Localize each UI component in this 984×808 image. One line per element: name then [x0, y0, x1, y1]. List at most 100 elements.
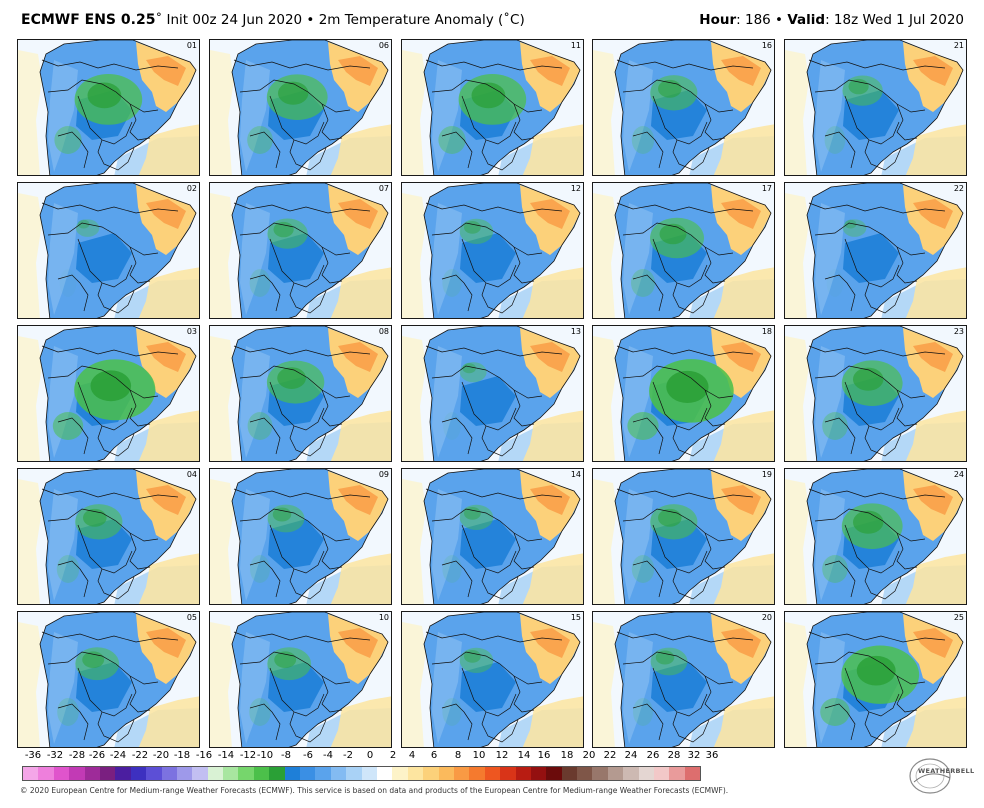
colorbar-swatch	[53, 767, 70, 780]
country-border	[249, 703, 281, 741]
country-border	[824, 703, 856, 741]
cold-anomaly-center	[856, 655, 896, 686]
member-number: 06	[378, 41, 389, 50]
cold-anomaly-center	[273, 221, 294, 238]
ensemble-member-panel: 21	[784, 39, 967, 176]
colorbar-swatch	[192, 767, 208, 780]
coastline	[39, 469, 197, 604]
cold-anomaly-center	[464, 650, 481, 663]
country-border	[129, 675, 151, 713]
coastline	[39, 612, 197, 747]
atlantic-warm-area	[138, 553, 199, 604]
northeast-hot-core	[721, 628, 761, 658]
colorbar-tick-label: -32	[46, 750, 64, 761]
member-number: 17	[761, 184, 772, 193]
country-border	[814, 79, 926, 113]
country-border	[239, 508, 351, 542]
cold-anomaly-center	[666, 370, 709, 403]
country-border	[97, 568, 135, 600]
country-border	[289, 711, 327, 743]
colorbar-tick-label: -2	[343, 750, 353, 761]
atlantic-warm-area	[522, 553, 583, 604]
ensemble-member-panel: 02	[17, 182, 200, 319]
pacific-warm-area	[785, 622, 809, 747]
country-border	[513, 246, 535, 284]
ensemble-member-panel: 03	[17, 325, 200, 462]
country-border	[672, 139, 710, 171]
south-cold-patch	[443, 412, 461, 440]
country-border	[289, 139, 327, 171]
cold-anomaly-center	[848, 78, 869, 95]
south-cold-patch	[633, 698, 653, 726]
cold-anomaly-core	[75, 219, 100, 237]
south-cold-patch	[827, 269, 844, 297]
country-border	[321, 675, 343, 713]
coastline	[231, 326, 389, 461]
anomaly-map	[785, 183, 966, 318]
northeast-hot-core	[721, 342, 761, 372]
cold-anomaly-center	[82, 651, 105, 669]
colorbar-tick-label: -10	[256, 750, 274, 761]
country-border	[513, 675, 535, 713]
country-border	[808, 631, 946, 643]
country-border	[513, 532, 535, 570]
country-border	[425, 59, 563, 71]
country-border	[233, 202, 371, 214]
coastline	[423, 183, 581, 318]
colorbar-tick-label: 32	[687, 750, 701, 761]
valid-label: Valid	[787, 12, 826, 28]
country-border	[622, 365, 734, 399]
ensemble-member-panel: 24	[784, 468, 967, 605]
pacific-warm-area	[402, 622, 426, 747]
colorbar-swatch	[484, 767, 501, 780]
country-border	[289, 282, 327, 314]
colorbar-swatch	[684, 767, 701, 780]
colorbar-swatch	[515, 767, 531, 780]
south-cold-patch	[249, 698, 271, 726]
country-border	[864, 282, 902, 314]
colorbar-swatch	[376, 767, 393, 780]
ensemble-member-panel: 17	[592, 182, 775, 319]
coastline	[806, 469, 964, 604]
south-cold-patch	[52, 412, 84, 440]
country-border	[57, 131, 89, 169]
member-number: 18	[761, 327, 772, 336]
country-border	[431, 79, 543, 113]
anomaly-map	[402, 612, 583, 747]
colorbar-tick-label: 2	[389, 750, 397, 761]
country-border	[632, 703, 664, 741]
atlantic-warm-area	[905, 124, 966, 175]
country-border	[481, 568, 519, 600]
weatherbell-logo	[909, 758, 951, 794]
colorbar-tick-label: 36	[705, 750, 719, 761]
country-border	[321, 532, 343, 570]
anomaly-map	[18, 183, 199, 318]
colorbar-tick-label: -20	[152, 750, 170, 761]
ensemble-member-panel: 08	[209, 325, 392, 462]
anomaly-map	[210, 326, 391, 461]
colorbar-swatch	[38, 767, 54, 780]
pacific-warm-area	[210, 622, 234, 747]
south-cold-patch	[57, 698, 79, 726]
country-border	[57, 703, 89, 741]
country-border	[616, 202, 754, 214]
colorbar-swatch	[546, 767, 562, 780]
northeast-hot-core	[338, 485, 378, 515]
south-cold-patch	[247, 126, 273, 154]
atlantic-warm-area	[905, 553, 966, 604]
country-border	[864, 711, 902, 743]
anomaly-map	[18, 469, 199, 604]
south-cold-patch	[249, 269, 271, 297]
pacific-warm-area	[210, 479, 234, 604]
pacific-warm-area	[593, 336, 617, 461]
model-name: ECMWF ENS 0.25	[21, 12, 156, 28]
northeast-hot-core	[338, 342, 378, 372]
south-cold-patch	[631, 269, 655, 297]
country-border	[57, 417, 89, 455]
anomaly-map	[402, 183, 583, 318]
anomaly-map	[593, 612, 774, 747]
coastline	[806, 183, 964, 318]
country-border	[129, 389, 151, 427]
ensemble-member-panel: 16	[592, 39, 775, 176]
colorbar-tick-label: -4	[323, 750, 333, 761]
